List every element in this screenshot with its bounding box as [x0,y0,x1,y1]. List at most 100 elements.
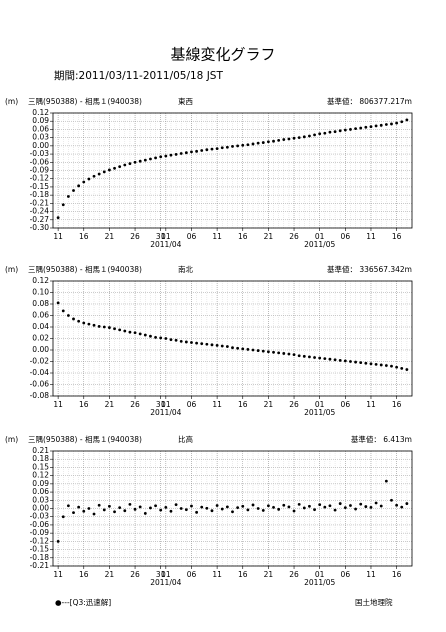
data-point [297,136,301,140]
data-point [343,359,347,363]
data-point [277,507,281,511]
data-point [128,502,132,506]
x-tick-label: 11 [212,232,222,241]
data-point [97,172,101,176]
data-point [113,510,116,514]
data-point [364,125,368,129]
data-point [328,130,332,134]
data-point [169,153,173,157]
y-tick-label: 0.04 [32,322,49,331]
data-point [66,195,70,198]
data-point [225,345,229,348]
data-point [343,128,347,132]
data-point [154,156,157,160]
plot-frame [52,450,413,567]
data-point [133,331,137,335]
y-tick-label: -0.30 [30,223,50,232]
x-tick-label: 26 [289,400,299,409]
data-point [261,141,265,144]
data-point [92,323,96,327]
data-point [333,358,337,362]
data-point [400,505,404,509]
data-point [220,344,224,348]
data-point [184,508,188,511]
data-point [369,506,373,509]
y-tick-label: -0.04 [30,368,50,377]
credit: 国土地理院 [355,597,393,607]
data-point [118,165,122,169]
data-point [323,131,327,135]
x-tick-label: 01 [315,400,325,409]
x-tick-label: 31 [156,570,166,579]
data-point [241,347,245,351]
x-tick-label: 26 [289,232,299,241]
data-point [82,321,86,325]
data-point [390,122,393,126]
data-point [374,124,378,128]
y-tick-label: 0.10 [32,288,49,297]
data-point [318,132,322,136]
data-point [149,506,152,510]
data-point [390,498,393,502]
data-point [246,143,250,147]
data-point [251,503,255,507]
data-point [384,364,388,367]
data-point [349,128,352,131]
data-point [113,327,116,331]
data-point [72,189,75,192]
data-point [379,123,383,127]
data-point [241,143,245,147]
unit: (m) [5,435,18,444]
y-tick-label: -0.15 [30,545,50,554]
data-point [349,504,352,507]
data-point [133,160,137,164]
data-point [77,319,81,323]
y-tick-label: 0.06 [32,124,49,133]
data-point [205,342,209,346]
data-point [138,159,142,163]
data-point [66,504,70,508]
month-label: 2011/05 [304,578,335,587]
data-point [272,139,275,143]
x-tick-label: 01 [161,570,171,579]
data-point [256,507,260,510]
data-point [400,367,404,370]
y-tick-label: -0.06 [30,380,50,389]
data-point [236,506,240,510]
data-point [164,337,168,340]
data-point [97,325,101,328]
data-point [138,332,142,336]
data-point [195,149,199,153]
y-tick-label: -0.09 [30,528,50,537]
x-tick-label: 16 [392,400,402,409]
unit: (m) [5,97,18,106]
data-point [220,507,224,511]
data-point [338,129,342,133]
data-point [87,322,91,326]
data-point [215,504,219,507]
data-point [359,361,363,365]
data-point [308,134,311,138]
data-point [405,118,409,122]
x-tick-label: 06 [187,232,197,241]
baseline: 三隅(950388) - 相馬１(940038) [28,96,142,106]
component: 東西 [178,96,193,106]
data-point [72,317,75,321]
x-tick-label: 11 [212,570,222,579]
x-tick-label: 06 [341,400,351,409]
data-point [174,338,178,342]
data-point [313,508,316,511]
data-point [92,512,96,516]
y-tick-label: -0.03 [30,512,50,521]
y-tick-label: -0.06 [30,157,50,166]
x-tick-label: 16 [79,570,89,579]
x-tick-label: 16 [238,232,248,241]
data-point [338,358,342,362]
data-point [405,368,409,371]
data-point [323,357,327,361]
data-point [267,350,270,354]
data-point [354,127,357,131]
x-tick-label: 16 [238,400,248,409]
data-point [102,508,106,512]
component: 比高 [178,434,193,444]
